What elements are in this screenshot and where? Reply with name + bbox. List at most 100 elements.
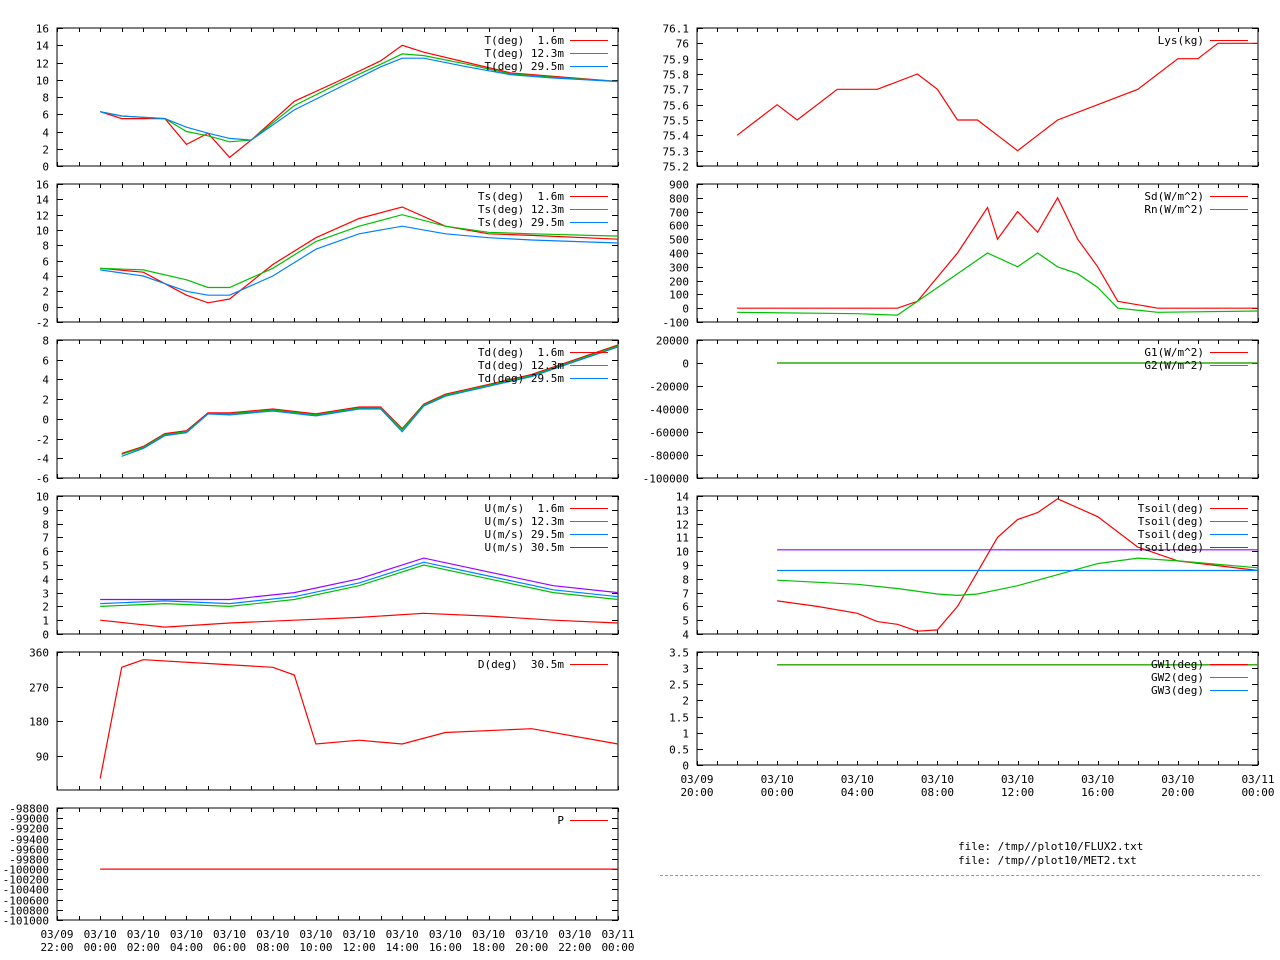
legend-label: Ts(deg) 29.5m: [478, 216, 564, 229]
plot-frame: [696, 27, 1259, 167]
panel-gw: 00.511.522.533.503/0920:0003/1000:0003/1…: [669, 647, 1274, 800]
y-tick-label: 14: [36, 40, 50, 53]
panel-g: -100000 -80000 -60000 -40000 -20000 0 20000 G1(…: [643, 335, 1259, 486]
legend-label: P: [557, 814, 564, 827]
y-tick-label: 8: [42, 92, 49, 105]
x-tick-label: 03/10: [921, 773, 954, 786]
y-tick-label: 16: [36, 179, 49, 192]
series-line-tsoil-0: [777, 498, 1259, 632]
x-tick-label: 22:00: [558, 941, 591, 954]
legend-label: U(m/s) 12.3m: [485, 515, 565, 528]
x-tick-label: 03/11: [601, 928, 634, 941]
y-tick-label: 2: [42, 144, 49, 157]
y-tick-label: 4: [682, 629, 689, 642]
plot-frame: [56, 651, 619, 791]
series-line-rad-0: [737, 196, 1258, 309]
y-tick-label: 0: [42, 302, 49, 315]
x-tick-label: 03/10: [386, 928, 419, 941]
y-tick-label: -100600: [3, 895, 49, 908]
y-tick-label: 5: [682, 615, 689, 628]
x-tick-label: 16:00: [429, 941, 462, 954]
y-tick-label: 10: [676, 546, 689, 559]
series-line-ts-1: [100, 214, 619, 289]
y-tick-label: 270: [29, 682, 49, 695]
y-tick-label: 4: [42, 574, 49, 587]
legend-label: T(deg) 12.3m: [485, 47, 565, 60]
y-tick-label: 2: [682, 695, 689, 708]
y-tick-label: 200: [669, 276, 689, 289]
legend-label: Rn(W/m^2): [1144, 203, 1204, 216]
x-tick-label: 06:00: [213, 941, 246, 954]
x-tick-label: 03/10: [429, 928, 462, 941]
x-tick-label: 03/10: [472, 928, 505, 941]
y-tick-label: -4: [36, 453, 50, 466]
x-tick-label: 03/09: [40, 928, 73, 941]
x-tick-label: 03/10: [343, 928, 376, 941]
y-tick-label: 0: [682, 303, 689, 316]
y-tick-label: 3: [682, 663, 689, 676]
y-tick-label: 16: [36, 23, 49, 36]
x-tick-label: 16:00: [1081, 786, 1114, 799]
y-tick-label: 6: [682, 601, 689, 614]
series-line-t-2: [100, 57, 619, 141]
x-tick-label: 03/10: [1081, 773, 1114, 786]
y-tick-label: 14: [676, 491, 690, 504]
y-tick-label: 4: [42, 127, 49, 140]
y-tick-label: 10: [36, 491, 49, 504]
y-tick-label: 12: [36, 58, 49, 71]
series-line-ts-0: [100, 206, 619, 304]
plot-frame: [56, 807, 619, 921]
y-tick-label: -98800: [9, 803, 49, 816]
y-tick-label: -60000: [649, 427, 689, 440]
y-tick-label: -100200: [3, 874, 49, 887]
y-tick-label: 0: [42, 629, 49, 642]
legend-label: Lys(kg): [1158, 34, 1204, 47]
y-tick-label: 13: [676, 505, 689, 518]
series-line-tsoil-1: [777, 557, 1259, 597]
legend-label: Td(deg) 12.3m: [478, 359, 564, 372]
legend-label: U(m/s) 1.6m: [485, 502, 565, 515]
y-tick-label: -2: [36, 434, 49, 447]
x-tick-label: 22:00: [40, 941, 73, 954]
y-tick-label: 3.5: [669, 647, 689, 660]
y-tick-label: 75.9: [663, 54, 690, 67]
y-tick-label: 180: [29, 716, 49, 729]
y-tick-label: 75.8: [663, 69, 690, 82]
y-tick-label: 2: [42, 286, 49, 299]
y-tick-label: -100800: [3, 905, 49, 918]
x-tick-label: 03/10: [1001, 773, 1034, 786]
y-tick-label: 5: [42, 560, 49, 573]
panel-d: 90 180 270 360 D(deg) 30.5m: [29, 647, 619, 791]
legend-label: GW1(deg): [1151, 658, 1204, 671]
y-tick-label: 6: [42, 256, 49, 269]
x-tick-label: 02:00: [127, 941, 160, 954]
series-line-td-0: [121, 344, 619, 454]
legend-label: Tsoil(deg): [1138, 528, 1204, 541]
legend-label: GW3(deg): [1151, 684, 1204, 697]
y-tick-label: 2.5: [669, 679, 689, 692]
series-line-t-1: [100, 53, 619, 143]
y-tick-label: -100: [663, 317, 690, 330]
x-tick-label: 20:00: [1161, 786, 1194, 799]
x-tick-label: 03/10: [1161, 773, 1194, 786]
panel-t: 0 2 4 6 8 10 12 14 16 T(deg) 1.6mT(deg) 12.3mT(de…: [36, 23, 619, 174]
y-tick-label: 800: [669, 193, 689, 206]
legend-label: Tsoil(deg): [1138, 515, 1204, 528]
series-line-td-2: [121, 346, 619, 457]
y-tick-label: 8: [42, 519, 49, 532]
x-tick-label: 08:00: [921, 786, 954, 799]
footer-file-2: file: /tmp//plot10/MET2.txt: [958, 854, 1137, 867]
y-tick-label: 360: [29, 647, 49, 660]
y-tick-label: 6: [42, 109, 49, 122]
x-tick-label: 00:00: [761, 786, 794, 799]
y-tick-label: -80000: [649, 450, 689, 463]
y-tick-label: 6: [42, 546, 49, 559]
legend-label: Tsoil(deg): [1138, 502, 1204, 515]
y-tick-label: 10: [36, 75, 49, 88]
y-tick-label: -99800: [9, 854, 49, 867]
x-tick-label: 20:00: [680, 786, 713, 799]
y-tick-label: 0: [42, 414, 49, 427]
y-tick-label: 76.1: [663, 23, 690, 36]
footer-divider: [660, 875, 1260, 876]
